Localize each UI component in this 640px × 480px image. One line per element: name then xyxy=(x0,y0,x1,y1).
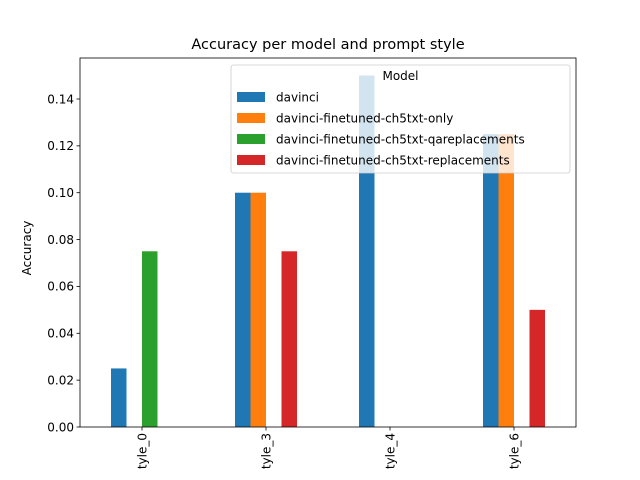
bar-davinci-finetuned-ch5txt-qareplacements-tyle_0 xyxy=(142,251,158,427)
x-tick-label: tyle_3 xyxy=(259,433,273,469)
legend-swatch xyxy=(237,113,265,123)
x-tick-label: tyle_4 xyxy=(383,433,397,469)
chart-title: Accuracy per model and prompt style xyxy=(191,37,464,53)
y-tick-label: 0.08 xyxy=(47,233,74,247)
legend-box xyxy=(230,64,571,174)
bar-davinci-finetuned-ch5txt-only-tyle_3 xyxy=(250,192,266,427)
legend-title: Model xyxy=(382,69,418,83)
y-tick-label: 0.00 xyxy=(47,420,74,434)
bar-davinci-finetuned-ch5txt-only-tyle_6 xyxy=(498,134,514,427)
y-tick-label: 0.06 xyxy=(47,280,74,294)
bar-davinci-tyle_6 xyxy=(483,134,499,427)
legend: Model davinci davinci-finetuned-ch5txt-onl… xyxy=(230,64,571,174)
y-axis-label: Accuracy xyxy=(20,221,34,276)
axes: 0.00 0.02 0.04 0.06 0.08 0.10 0.12 0.14 tyle_0 ty… xyxy=(47,57,577,469)
bar-davinci-finetuned-ch5txt-replacements-tyle_3 xyxy=(281,251,297,427)
x-tick-label: tyle_0 xyxy=(135,433,149,469)
bar-davinci-tyle_0 xyxy=(111,368,127,427)
legend-entry: davinci xyxy=(276,91,319,105)
bar-davinci-tyle_3 xyxy=(235,192,251,427)
y-tick-label: 0.10 xyxy=(47,186,74,200)
y-tick-label: 0.14 xyxy=(47,92,74,106)
axes-frame xyxy=(79,57,577,428)
legend-swatch xyxy=(237,92,265,102)
bar-davinci-finetuned-ch5txt-replacements-tyle_6 xyxy=(529,309,545,427)
legend-entry: davinci-finetuned-ch5txt-qareplacements xyxy=(276,133,525,147)
legend-swatch xyxy=(237,134,265,144)
legend-entry: davinci-finetuned-ch5txt-only xyxy=(276,112,453,126)
plot-area xyxy=(111,75,545,427)
y-tick-label: 0.04 xyxy=(47,327,74,341)
y-tick-label: 0.12 xyxy=(47,139,74,153)
legend-swatch xyxy=(237,155,265,165)
x-tick-label: tyle_6 xyxy=(507,433,521,469)
y-tick-label: 0.02 xyxy=(47,373,74,387)
legend-entry: davinci-finetuned-ch5txt-replacements xyxy=(276,154,510,168)
